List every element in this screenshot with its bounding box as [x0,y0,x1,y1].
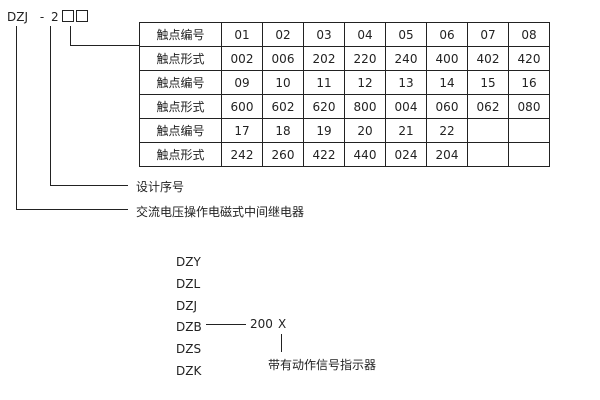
table-cell: 21 [385,118,427,143]
model-item: DZJ [176,298,197,313]
table-cell: 05 [385,22,427,47]
model-code: DZJ - 2 [7,10,88,24]
table-cell [508,142,550,167]
model-item: DZB [176,320,202,335]
table-row: 触点编号 01 02 03 04 05 06 07 08 [139,22,550,47]
table-cell: 04 [344,22,386,47]
table-row: 触点形式 600 602 620 800 004 060 062 080 [139,94,550,119]
table-cell: 240 [385,46,427,71]
contact-table: 触点编号 01 02 03 04 05 06 07 08 触点形式 002 006 202 220 240 4… [139,22,550,167]
connector-contact-h [70,45,139,46]
connector-design [50,26,51,186]
table-cell: 06 [426,22,468,47]
model-item: DZK [176,364,202,378]
table-cell: 01 [221,22,263,47]
relay-type-label: 交流电压操作电磁式中间继电器 [136,205,305,219]
table-row: 触点编号 09 10 11 12 13 14 15 16 [139,70,550,95]
table-cell: 420 [508,46,550,71]
table-row: 触点形式 242 260 422 440 024 204 [139,142,550,167]
table-cell: 060 [426,94,468,119]
table-cell: 204 [426,142,468,167]
table-cell: 12 [344,70,386,95]
row-label: 触点形式 [139,46,222,71]
table-cell: 602 [262,94,304,119]
table-cell: 260 [262,142,304,167]
connector-type [16,26,17,210]
table-cell: 15 [467,70,509,95]
indicator-label: 带有动作信号指示器 [268,358,377,372]
table-row: 触点编号 17 18 19 20 21 22 [139,118,550,143]
table-cell: 07 [467,22,509,47]
table-cell: 16 [508,70,550,95]
table-cell: 440 [344,142,386,167]
design-no-label: 设计序号 [136,180,185,194]
code-dash: - [39,10,45,24]
table-cell: 400 [426,46,468,71]
row-label: 触点形式 [139,94,222,119]
table-cell: 600 [221,94,263,119]
code-prefix: DZJ [7,10,28,24]
table-cell: 17 [221,118,263,143]
table-cell: 09 [221,70,263,95]
table-cell [467,142,509,167]
table-cell: 10 [262,70,304,95]
table-cell: 062 [467,94,509,119]
table-cell: 18 [262,118,304,143]
row-label: 触点编号 [139,22,222,47]
table-cell: 202 [303,46,345,71]
table-cell [467,118,509,143]
connector-type-h [16,209,128,210]
table-cell: 242 [221,142,263,167]
table-cell: 024 [385,142,427,167]
table-row: 触点形式 002 006 202 220 240 400 402 420 [139,46,550,71]
table-cell: 22 [426,118,468,143]
table-cell: 004 [385,94,427,119]
indicator-connector [281,334,282,352]
row-label: 触点编号 [139,70,222,95]
suffix-number: 200 [250,317,273,331]
table-cell: 422 [303,142,345,167]
connector-design-h [50,185,128,186]
table-cell: 13 [385,70,427,95]
table-cell: 620 [303,94,345,119]
table-cell: 02 [262,22,304,47]
row-label: 触点形式 [139,142,222,167]
code-box-1 [61,10,74,22]
table-cell: 03 [303,22,345,47]
model-item: DZL [176,276,201,291]
model-connector [206,324,246,325]
model-item: DZS [176,342,202,357]
table-cell: 220 [344,46,386,71]
suffix-x: X [278,317,287,331]
table-cell: 08 [508,22,550,47]
table-cell: 14 [426,70,468,95]
connector-contact [70,26,71,46]
model-item: DZY [176,255,201,269]
table-cell: 800 [344,94,386,119]
table-cell: 402 [467,46,509,71]
table-cell: 006 [262,46,304,71]
table-cell: 20 [344,118,386,143]
table-cell: 080 [508,94,550,119]
code-box-2 [75,10,88,22]
table-cell: 11 [303,70,345,95]
row-label: 触点编号 [139,118,222,143]
table-cell [508,118,550,143]
code-digit: 2 [51,10,59,24]
table-cell: 19 [303,118,345,143]
table-cell: 002 [221,46,263,71]
